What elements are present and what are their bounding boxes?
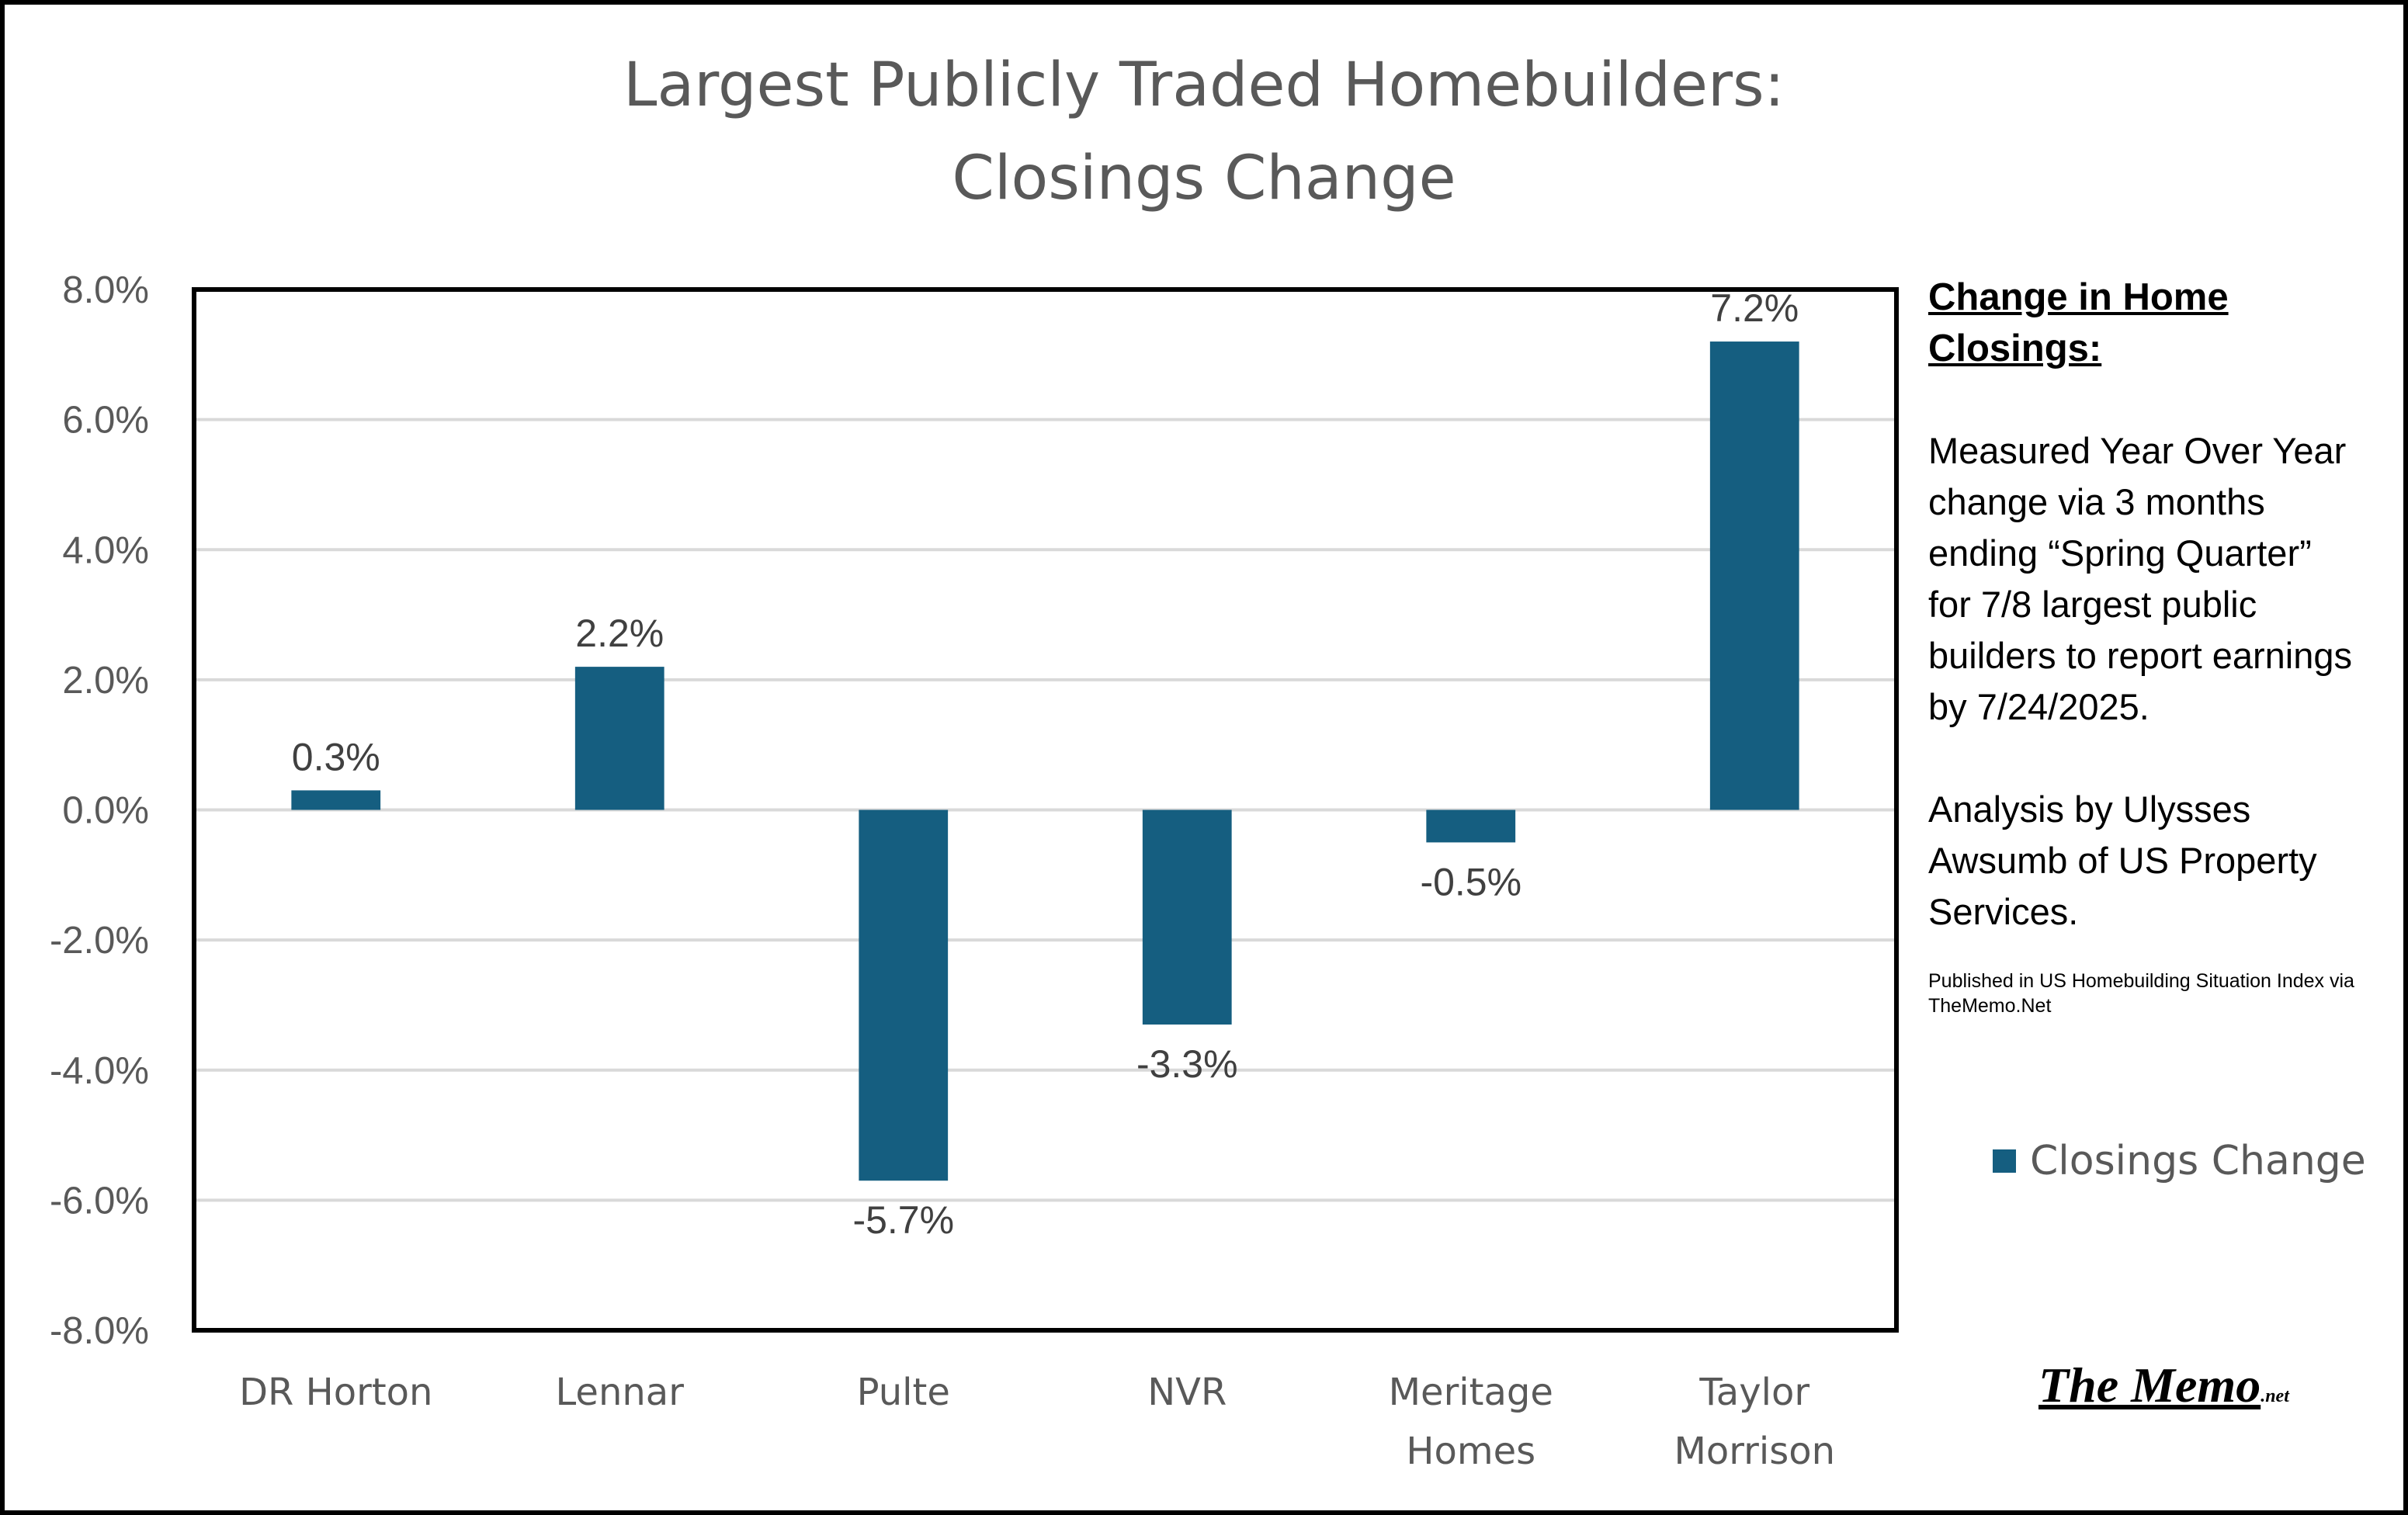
y-tick-label: 8.0%	[62, 269, 149, 311]
y-tick-label: -8.0%	[50, 1310, 149, 1352]
side-description: Measured Year Over Year change via 3 mon…	[1928, 430, 2353, 727]
x-category-label: Taylor	[1698, 1371, 1809, 1414]
x-category-label: Homes	[1406, 1430, 1535, 1473]
side-annotation-panel: Change in Home Closings: Measured Year O…	[1928, 272, 2363, 1018]
bars	[291, 341, 1799, 1181]
the-memo-logo: The Memo.net	[2038, 1357, 2289, 1414]
y-tick-label: -2.0%	[50, 920, 149, 962]
gridlines	[194, 288, 1896, 1332]
bar	[1142, 810, 1232, 1025]
chart-title-line: Closings Change	[952, 144, 1456, 213]
chart-legend: Closings Change	[1993, 1138, 2366, 1184]
side-analysis-credit: Analysis by Ulysses Awsumb of US Propert…	[1928, 789, 2317, 932]
data-label: 2.2%	[575, 612, 664, 655]
y-tick-label: 6.0%	[62, 400, 149, 442]
bar	[1426, 810, 1516, 843]
data-label: -0.5%	[1420, 860, 1521, 903]
bar	[291, 790, 381, 810]
chart-title: Largest Publicly Traded Homebuilders: Clo…	[623, 50, 1785, 213]
data-label: -5.7%	[852, 1198, 954, 1242]
side-published-note: Published in US Homebuilding Situation I…	[1928, 970, 2354, 1017]
bar	[859, 810, 949, 1181]
x-category-label: Meritage	[1389, 1371, 1553, 1414]
data-label: 0.3%	[292, 735, 380, 778]
logo-text: The Memo	[2038, 1357, 2261, 1413]
y-tick-label: -6.0%	[50, 1180, 149, 1222]
x-category-label: Morrison	[1674, 1430, 1835, 1473]
x-category-label: DR Horton	[239, 1371, 432, 1414]
logo-suffix: .net	[2261, 1386, 2289, 1406]
side-heading: Change in Home Closings:	[1928, 276, 2229, 369]
y-tick-label: 2.0%	[62, 660, 149, 702]
chart-title-line: Largest Publicly Traded Homebuilders:	[623, 50, 1785, 120]
legend-swatch	[1993, 1149, 2016, 1173]
x-axis-ticks: DR Horton Lennar Pulte NVR Meritage Homes Tayl…	[239, 1371, 1835, 1473]
data-labels: 0.3% 2.2% -5.7% -3.3% -0.5% 7.2%	[292, 286, 1799, 1242]
data-label: 7.2%	[1710, 286, 1799, 330]
legend-label: Closings Change	[2030, 1138, 2366, 1184]
x-category-label: NVR	[1147, 1371, 1227, 1414]
bar	[1709, 341, 1799, 810]
y-axis-ticks: 8.0% 6.0% 4.0% 2.0% 0.0% -2.0% -4.0% -6.0% -8.0%	[50, 269, 149, 1352]
y-tick-label: -4.0%	[50, 1050, 149, 1092]
y-tick-label: 4.0%	[62, 529, 149, 571]
y-tick-label: 0.0%	[62, 790, 149, 832]
bar	[574, 667, 664, 810]
x-category-label: Lennar	[556, 1371, 685, 1414]
data-label: -3.3%	[1136, 1042, 1238, 1086]
plot-area-border	[192, 287, 1899, 1333]
x-category-label: Pulte	[857, 1371, 950, 1414]
